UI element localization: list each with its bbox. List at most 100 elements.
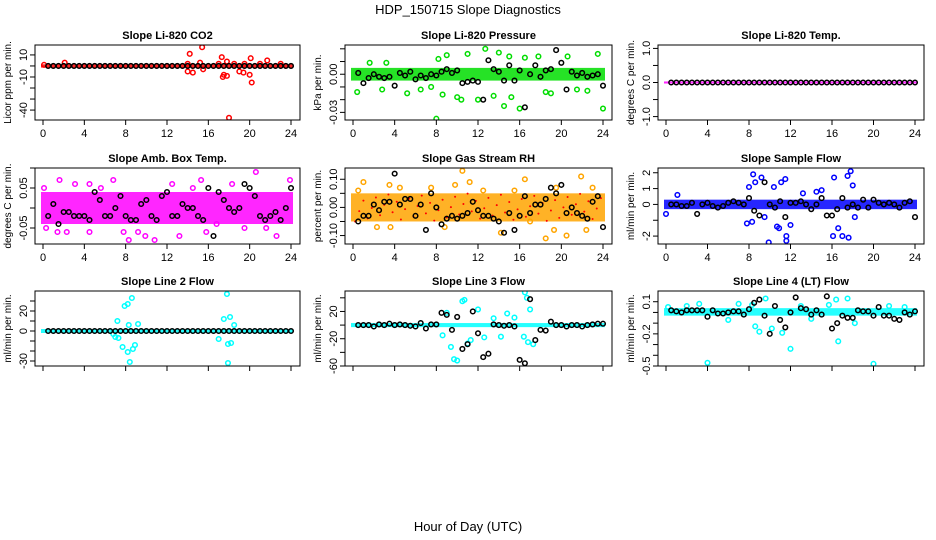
hourly-point xyxy=(521,104,528,111)
hourly-point xyxy=(527,209,534,217)
hourly-point xyxy=(474,207,482,214)
hourly-point xyxy=(756,212,763,219)
sample-point xyxy=(490,92,497,99)
sample-point xyxy=(696,300,703,307)
sample-density-band xyxy=(664,81,917,84)
sample-point xyxy=(56,176,63,184)
sample-point xyxy=(779,329,786,336)
hourly-point xyxy=(735,308,742,315)
sample-point xyxy=(63,228,70,236)
hourly-point xyxy=(516,212,523,219)
hourly-point xyxy=(777,198,784,205)
sample-point xyxy=(433,115,440,120)
sample-point xyxy=(135,228,142,236)
sample-point-secondary xyxy=(549,209,552,212)
hourly-point xyxy=(355,218,362,225)
hourly-point xyxy=(854,204,861,211)
x-tick-label: 0 xyxy=(350,252,356,264)
hourly-point xyxy=(547,318,554,325)
hourly-point xyxy=(730,198,737,205)
hourly-point xyxy=(709,307,716,314)
sample-point xyxy=(387,224,394,231)
sample-point xyxy=(511,187,518,194)
hourly-point xyxy=(709,202,716,210)
sample-point xyxy=(833,296,840,303)
hourly-point xyxy=(678,309,685,316)
hourly-point xyxy=(262,216,269,224)
hourly-point xyxy=(683,202,690,210)
sample-point xyxy=(752,179,759,186)
sample-point xyxy=(277,60,284,67)
x-tick-label: 0 xyxy=(350,128,356,140)
hourly-point xyxy=(813,307,820,314)
hourly-point xyxy=(860,196,867,203)
sample-point-secondary xyxy=(429,201,432,204)
hourly-point xyxy=(500,229,508,236)
hourly-point xyxy=(849,201,856,208)
hourly-point xyxy=(355,69,362,77)
sample-point-secondary xyxy=(483,207,486,210)
sample-point xyxy=(360,179,367,186)
hourly-point xyxy=(563,86,570,93)
y-tick-label: -2 xyxy=(641,231,653,241)
hourly-point xyxy=(865,308,872,315)
panel-title: Slope Sample Flow xyxy=(741,153,842,165)
sample-point-secondary xyxy=(374,196,377,199)
panel-title: Slope Gas Stream RH xyxy=(422,153,535,165)
hourly-point xyxy=(599,224,607,231)
sample-point xyxy=(439,91,446,98)
sample-point xyxy=(516,105,523,112)
hourly-point xyxy=(808,206,815,213)
sample-point xyxy=(787,221,794,229)
sample-point-secondary xyxy=(449,206,452,209)
hourly-point xyxy=(537,326,544,333)
sample-point xyxy=(169,180,176,188)
hourly-point xyxy=(906,198,913,205)
sample-point xyxy=(901,304,908,311)
hourly-point xyxy=(365,212,372,219)
hourly-point xyxy=(547,66,554,73)
hourly-point xyxy=(740,311,747,318)
sample-point xyxy=(131,341,139,349)
hourly-point xyxy=(153,216,160,224)
hourly-point xyxy=(469,308,476,315)
sample-point-secondary xyxy=(562,206,565,209)
hourly-point xyxy=(527,296,534,303)
x-tick-label: 12 xyxy=(472,128,484,140)
sample-point xyxy=(125,236,132,244)
sample-point xyxy=(142,232,149,240)
x-tick-label: 24 xyxy=(285,252,297,264)
sample-point xyxy=(189,184,196,192)
sample-point-secondary xyxy=(579,192,582,195)
hourly-point xyxy=(50,200,57,208)
hourly-point xyxy=(225,204,233,212)
sample-point xyxy=(240,69,247,76)
sample-point xyxy=(71,180,79,188)
hourly-point xyxy=(443,311,450,318)
sample-point-secondary xyxy=(558,216,561,219)
sample-point xyxy=(583,226,590,233)
hourly-point xyxy=(210,232,217,240)
sample-point xyxy=(783,233,790,240)
sample-point-secondary xyxy=(504,211,507,214)
hourly-point xyxy=(454,313,461,320)
sample-point xyxy=(40,184,48,192)
hourly-point xyxy=(428,190,435,197)
hourly-point xyxy=(542,195,549,203)
hourly-point xyxy=(417,201,424,208)
panel-title: Slope Li-820 Temp. xyxy=(741,30,840,42)
y-axis-label: degrees C per min. xyxy=(3,163,14,248)
sample-point xyxy=(844,295,851,302)
hourly-point xyxy=(386,320,393,327)
sample-point-secondary xyxy=(387,193,390,196)
sample-point xyxy=(215,335,222,343)
sample-point xyxy=(851,320,858,327)
hourly-point xyxy=(375,73,383,80)
y-tick-label: 0.1 xyxy=(641,294,653,309)
hourly-point xyxy=(558,322,565,329)
hourly-point xyxy=(402,72,409,79)
sample-point xyxy=(482,45,489,52)
hourly-point xyxy=(911,214,919,221)
hourly-point xyxy=(751,299,758,306)
x-tick-label: 4 xyxy=(81,128,87,140)
